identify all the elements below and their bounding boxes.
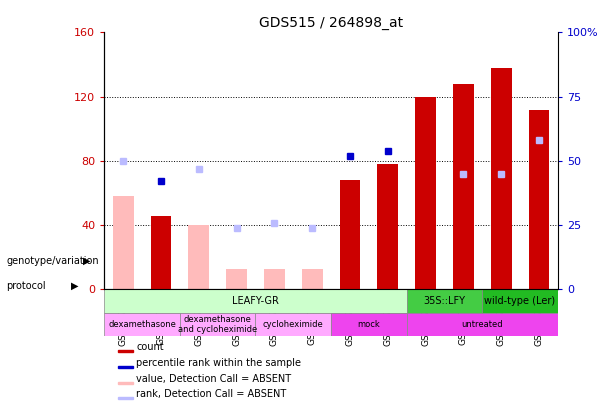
Bar xyxy=(118,397,132,399)
Bar xyxy=(104,313,180,336)
Bar xyxy=(406,290,482,313)
Text: dexamethasone: dexamethasone xyxy=(108,320,176,329)
Bar xyxy=(302,269,322,290)
Bar xyxy=(406,313,558,336)
Bar xyxy=(340,180,360,290)
Bar xyxy=(256,313,331,336)
Text: value, Detection Call = ABSENT: value, Detection Call = ABSENT xyxy=(136,374,291,384)
Bar xyxy=(453,84,474,290)
Bar xyxy=(151,215,171,290)
Bar xyxy=(482,290,558,313)
Bar xyxy=(264,269,284,290)
Text: cycloheximide: cycloheximide xyxy=(263,320,324,329)
Bar xyxy=(118,350,132,352)
Text: protocol: protocol xyxy=(6,281,46,290)
Bar xyxy=(118,366,132,368)
Bar xyxy=(378,164,398,290)
Bar xyxy=(226,269,247,290)
Bar xyxy=(415,97,436,290)
Text: ▶: ▶ xyxy=(83,256,90,266)
Text: ▶: ▶ xyxy=(70,281,78,290)
Bar xyxy=(188,225,209,290)
Title: GDS515 / 264898_at: GDS515 / 264898_at xyxy=(259,16,403,30)
Bar xyxy=(104,290,406,313)
Text: dexamethasone
and cycloheximide: dexamethasone and cycloheximide xyxy=(178,315,257,334)
Bar xyxy=(528,109,549,290)
Text: genotype/variation: genotype/variation xyxy=(6,256,99,266)
Text: count: count xyxy=(136,342,164,352)
Bar xyxy=(491,68,511,290)
Bar xyxy=(180,313,256,336)
Bar xyxy=(113,196,134,290)
Text: percentile rank within the sample: percentile rank within the sample xyxy=(136,358,301,368)
Text: LEAFY-GR: LEAFY-GR xyxy=(232,296,279,306)
Text: rank, Detection Call = ABSENT: rank, Detection Call = ABSENT xyxy=(136,390,286,399)
Text: untreated: untreated xyxy=(462,320,503,329)
Bar xyxy=(118,382,132,384)
Text: mock: mock xyxy=(357,320,380,329)
Text: 35S::LFY: 35S::LFY xyxy=(424,296,465,306)
Bar xyxy=(331,313,406,336)
Text: wild-type (Ler): wild-type (Ler) xyxy=(484,296,555,306)
